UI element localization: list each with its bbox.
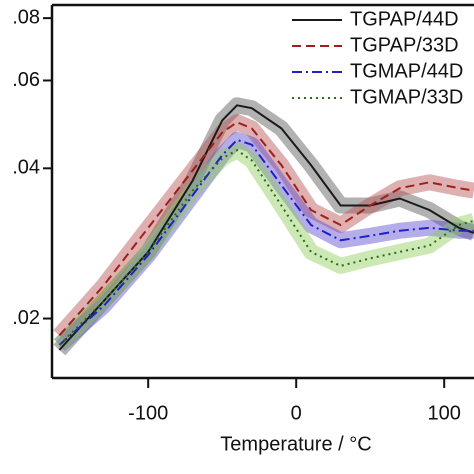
legend-label: TGMAP/33D [350,86,463,108]
legend-label: TGPAP/44D [350,8,459,30]
y-tick-label: .06 [12,69,40,91]
y-tick-label: .04 [12,157,40,179]
x-tick-label: -100 [128,402,168,424]
x-tick-label: 100 [428,402,461,424]
x-tick-label: 0 [291,402,302,424]
series-line [58,104,474,351]
plot-area [53,97,474,356]
legend-label: TGMAP/44D [350,60,463,82]
legend-label: TGPAP/33D [350,34,459,56]
series-line [58,121,474,337]
y-tick-label: .08 [12,6,40,28]
series-line [58,138,474,346]
y-tick-label: .02 [12,307,40,329]
series-line [58,149,474,346]
x-axis-label: Temperature / °C [220,433,371,455]
